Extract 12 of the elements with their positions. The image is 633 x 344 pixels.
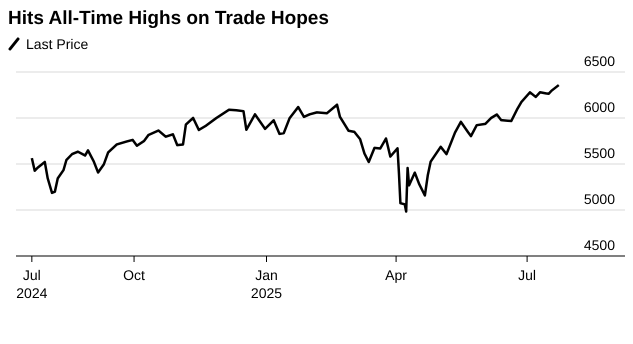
x-tick-label: Apr bbox=[385, 267, 408, 283]
chart-title: Hits All-Time Highs on Trade Hopes bbox=[8, 8, 330, 30]
y-tick-label: 4500 bbox=[584, 237, 616, 253]
y-tick-label: 6500 bbox=[584, 53, 616, 69]
x-tick-label: Jul bbox=[518, 267, 536, 283]
y-tick-label: 6000 bbox=[584, 99, 616, 115]
y-tick-label: 5000 bbox=[584, 191, 616, 207]
legend-label: Last Price bbox=[26, 36, 88, 52]
x-tick-label: Jan 2025 bbox=[250, 267, 282, 301]
x-tick-label: Oct bbox=[123, 267, 146, 283]
y-tick-label: 5500 bbox=[584, 145, 616, 161]
x-tick-label: Jul 2024 bbox=[16, 267, 48, 301]
